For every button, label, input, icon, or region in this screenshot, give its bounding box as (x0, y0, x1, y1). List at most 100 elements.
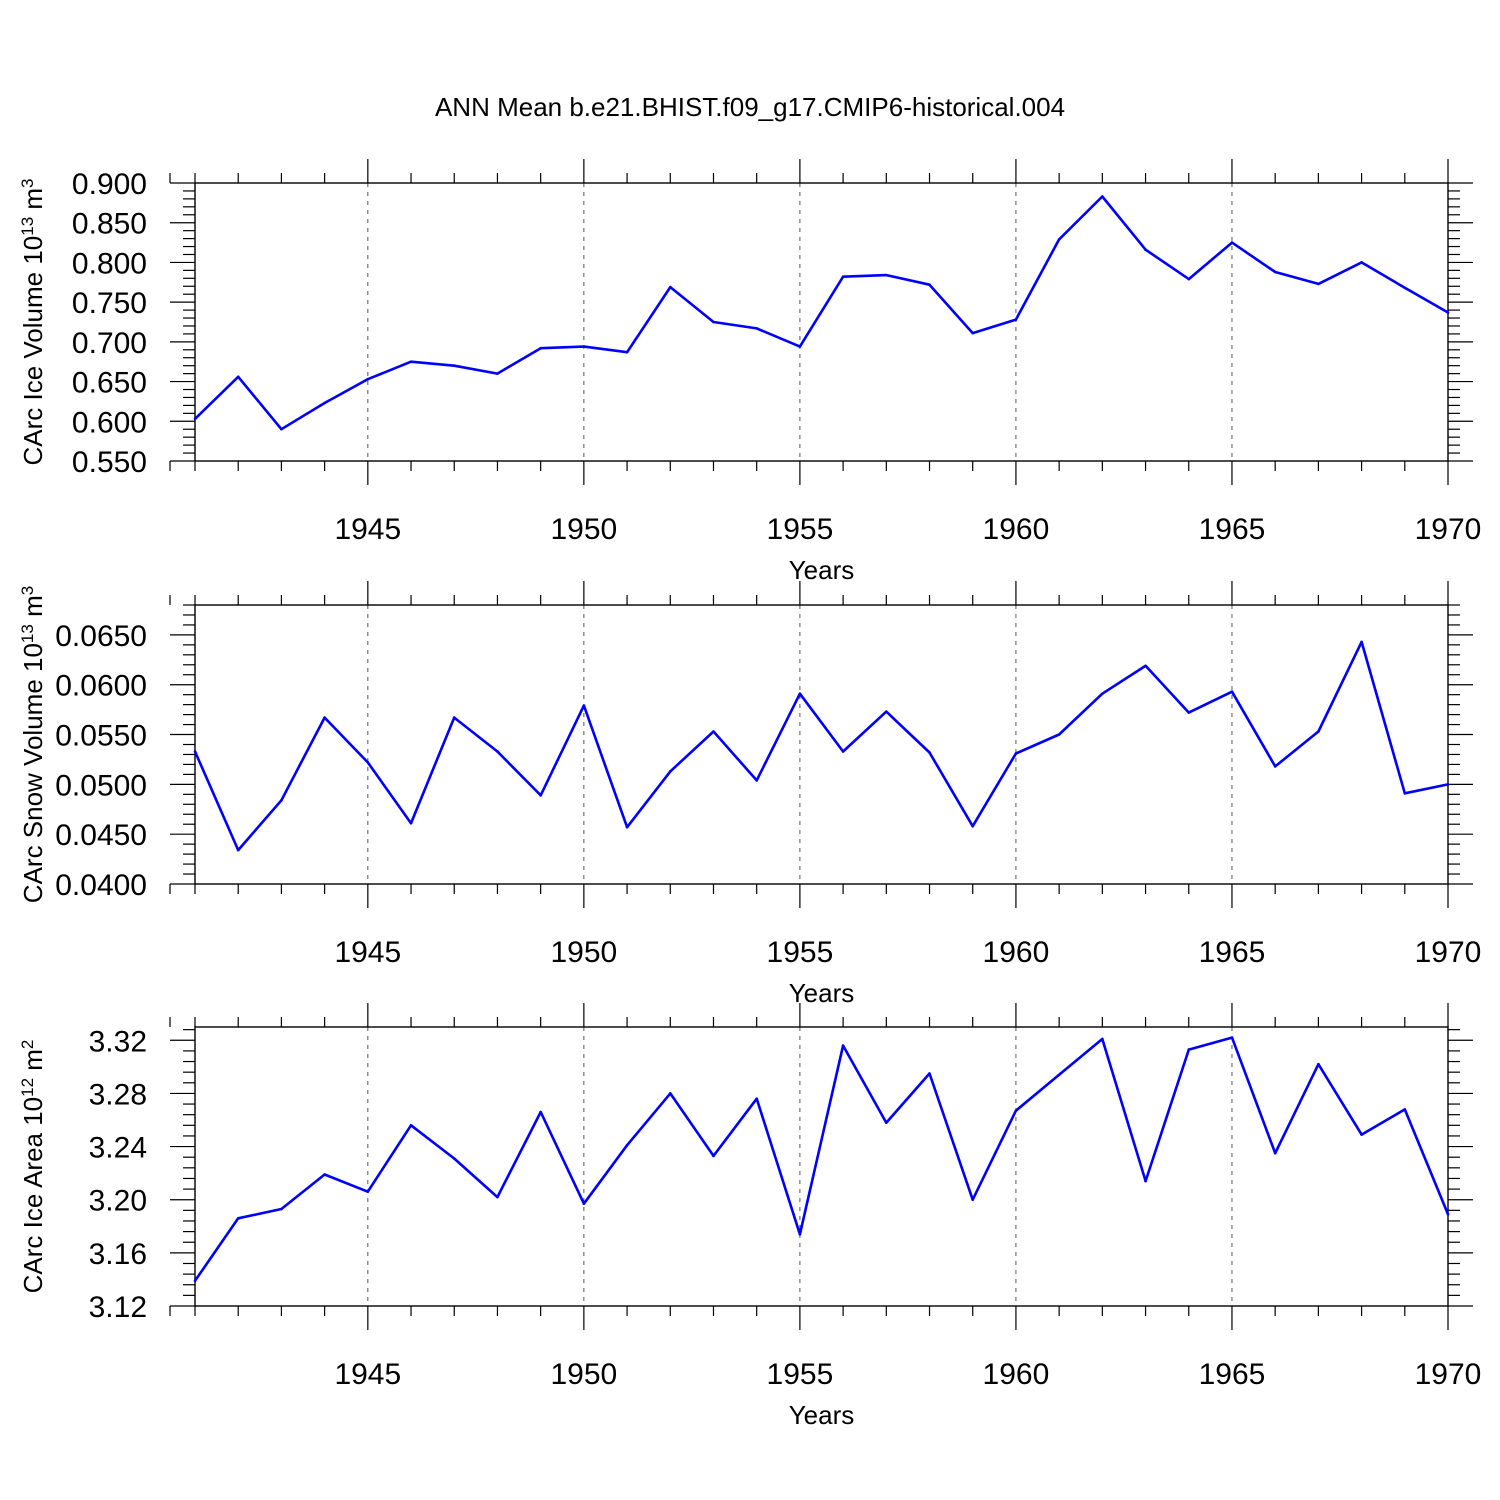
data-point-snow-volume-1970 (1446, 783, 1450, 786)
x-tick-label-snow-volume: 1945 (334, 936, 401, 969)
data-point-snow-volume-1941 (193, 750, 197, 753)
y-tick-label-ice-volume: 0.800 (72, 247, 147, 280)
data-point-ice-volume-1955 (798, 345, 802, 348)
data-point-ice-area-1960 (1014, 1109, 1018, 1112)
x-tick-label-ice-area: 1950 (550, 1358, 617, 1391)
y-tick-label-snow-volume: 0.0450 (55, 819, 147, 852)
data-point-ice-volume-1948 (496, 372, 499, 375)
data-point-ice-volume-1966 (1273, 270, 1277, 274)
plot-frame-snow-volume (194, 604, 1449, 885)
data-point-ice-area-1968 (1360, 1133, 1363, 1136)
plot-frame-ice-area (194, 1026, 1449, 1307)
y-axis-label-ice-area: CArc Ice Area 1012 m2 (18, 1040, 49, 1294)
x-tick-label-ice-volume: 1970 (1415, 513, 1482, 546)
data-point-ice-area-1943 (280, 1207, 283, 1211)
x-tick-label-ice-area: 1965 (1199, 1358, 1266, 1391)
x-tick-label-snow-volume: 1955 (767, 936, 834, 969)
data-point-ice-volume-1961 (1057, 238, 1061, 241)
data-point-snow-volume-1964 (1187, 711, 1191, 714)
data-point-snow-volume-1945 (366, 761, 370, 764)
x-axis-label-snow-volume: Years (789, 978, 855, 1008)
data-point-ice-volume-1959 (971, 331, 975, 335)
y-tick-label-snow-volume: 0.0650 (55, 620, 147, 653)
y-tick-label-ice-volume: 0.700 (72, 327, 147, 360)
data-point-ice-area-1951 (625, 1143, 629, 1147)
data-point-ice-volume-1967 (1317, 282, 1320, 286)
data-point-snow-volume-1966 (1273, 765, 1277, 768)
data-point-ice-volume-1970 (1446, 311, 1450, 314)
x-axis-label-ice-area: Years (789, 1400, 855, 1430)
data-point-snow-volume-1948 (496, 750, 499, 753)
y-axis-label-snow-volume: CArc Snow Volume 1013 m3 (18, 586, 49, 903)
data-point-ice-area-1944 (323, 1173, 326, 1176)
data-point-ice-volume-1951 (625, 350, 629, 354)
y-tick-label-ice-volume: 0.900 (72, 168, 147, 201)
y-tick-label-ice-volume: 0.650 (72, 367, 147, 400)
y-tick-label-ice-volume: 0.750 (72, 287, 147, 320)
panel-snow-volume: 0.0400 0.0450 0.0500 0.0550 0.0600 0.0650 1945… (18, 581, 1482, 1008)
data-point-snow-volume-1946 (409, 821, 413, 825)
data-point-snow-volume-1958 (928, 751, 931, 754)
y-tick-label-snow-volume: 0.0550 (55, 720, 147, 753)
data-point-ice-area-1969 (1403, 1108, 1407, 1111)
y-tick-label-ice-volume: 0.600 (72, 406, 147, 439)
data-point-ice-volume-1969 (1403, 286, 1407, 290)
data-point-ice-area-1946 (409, 1124, 413, 1127)
data-point-ice-area-1953 (712, 1154, 715, 1158)
figure-title: ANN Mean b.e21.BHIST.f09_g17.CMIP6-histo… (434, 92, 1066, 122)
data-point-ice-volume-1962 (1101, 195, 1104, 198)
data-point-snow-volume-1953 (712, 730, 715, 733)
data-point-ice-area-1952 (668, 1092, 672, 1095)
y-tick-label-ice-area: 3.28 (89, 1078, 147, 1111)
data-point-ice-area-1964 (1187, 1048, 1191, 1051)
data-point-ice-area-1941 (193, 1279, 197, 1283)
data-point-ice-volume-1941 (193, 417, 197, 421)
data-point-snow-volume-1942 (236, 848, 240, 852)
data-point-snow-volume-1947 (452, 716, 456, 719)
data-point-ice-volume-1964 (1187, 277, 1191, 281)
data-point-ice-volume-1953 (712, 320, 715, 324)
data-point-ice-area-1956 (841, 1044, 845, 1047)
y-axis-label-ice-volume: CArc Ice Volume 1013 m3 (18, 178, 49, 465)
x-tick-label-ice-area: 1945 (334, 1358, 401, 1391)
data-point-snow-volume-1963 (1144, 664, 1147, 668)
data-point-ice-volume-1952 (668, 285, 672, 289)
x-tick-label-ice-area: 1955 (767, 1358, 834, 1391)
data-point-ice-volume-1958 (928, 283, 931, 286)
x-axis-label-ice-volume: Years (789, 555, 855, 585)
data-point-snow-volume-1957 (885, 710, 888, 713)
data-point-ice-area-1958 (928, 1072, 931, 1075)
data-point-snow-volume-1949 (539, 794, 542, 797)
data-point-ice-volume-1956 (841, 275, 845, 279)
data-point-ice-volume-1957 (885, 273, 888, 277)
y-tick-label-ice-area: 3.20 (89, 1185, 147, 1218)
data-point-ice-volume-1946 (409, 360, 413, 364)
data-point-snow-volume-1952 (668, 770, 672, 773)
data-point-snow-volume-1951 (625, 825, 629, 829)
x-tick-label-snow-volume: 1950 (550, 936, 617, 969)
y-tick-label-ice-area: 3.32 (89, 1025, 147, 1058)
data-point-ice-volume-1945 (366, 377, 370, 381)
x-tick-label-ice-area: 1960 (983, 1358, 1050, 1391)
data-point-ice-volume-1968 (1360, 261, 1363, 264)
data-point-snow-volume-1944 (323, 716, 326, 719)
y-tick-label-ice-area: 3.16 (89, 1238, 147, 1271)
data-point-ice-area-1966 (1273, 1151, 1277, 1155)
data-point-snow-volume-1954 (755, 779, 758, 782)
x-tick-label-snow-volume: 1970 (1415, 936, 1482, 969)
data-point-snow-volume-1965 (1230, 690, 1234, 693)
data-point-snow-volume-1950 (582, 704, 586, 707)
data-point-ice-area-1962 (1101, 1037, 1104, 1041)
data-point-ice-volume-1954 (755, 327, 758, 330)
data-point-snow-volume-1956 (841, 750, 845, 753)
x-tick-label-ice-volume: 1965 (1199, 513, 1266, 546)
data-point-ice-area-1959 (971, 1198, 975, 1202)
data-point-ice-volume-1949 (539, 346, 542, 350)
x-tick-label-snow-volume: 1960 (983, 936, 1050, 969)
x-tick-label-ice-area: 1970 (1415, 1358, 1482, 1391)
data-point-ice-area-1967 (1317, 1062, 1320, 1066)
data-point-ice-volume-1942 (236, 375, 240, 379)
series-line-ice-area (193, 1036, 1450, 1282)
data-point-ice-volume-1943 (280, 427, 283, 431)
